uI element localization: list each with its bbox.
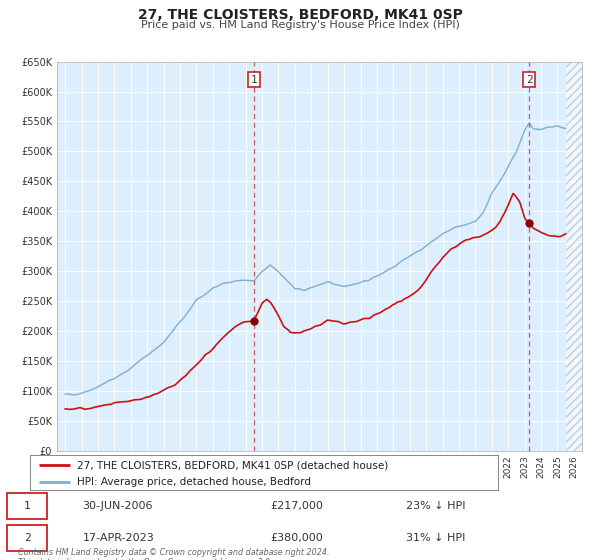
Text: 30-JUN-2006: 30-JUN-2006 xyxy=(82,501,153,511)
Text: 23% ↓ HPI: 23% ↓ HPI xyxy=(406,501,466,511)
FancyBboxPatch shape xyxy=(7,525,47,551)
Bar xyxy=(566,62,582,451)
Text: 27, THE CLOISTERS, BEDFORD, MK41 0SP (detached house): 27, THE CLOISTERS, BEDFORD, MK41 0SP (de… xyxy=(77,460,388,470)
Text: 17-APR-2023: 17-APR-2023 xyxy=(82,533,154,543)
Text: £217,000: £217,000 xyxy=(271,501,323,511)
Text: HPI: Average price, detached house, Bedford: HPI: Average price, detached house, Bedf… xyxy=(77,477,311,487)
Text: 2: 2 xyxy=(526,74,533,85)
Text: 27, THE CLOISTERS, BEDFORD, MK41 0SP: 27, THE CLOISTERS, BEDFORD, MK41 0SP xyxy=(137,8,463,22)
Text: £380,000: £380,000 xyxy=(271,533,323,543)
Text: 1: 1 xyxy=(24,501,31,511)
Text: Price paid vs. HM Land Registry's House Price Index (HPI): Price paid vs. HM Land Registry's House … xyxy=(140,20,460,30)
Text: Contains HM Land Registry data © Crown copyright and database right 2024.
This d: Contains HM Land Registry data © Crown c… xyxy=(18,548,329,560)
FancyBboxPatch shape xyxy=(7,493,47,519)
Text: 1: 1 xyxy=(251,74,257,85)
Text: 31% ↓ HPI: 31% ↓ HPI xyxy=(406,533,465,543)
Text: 2: 2 xyxy=(24,533,31,543)
